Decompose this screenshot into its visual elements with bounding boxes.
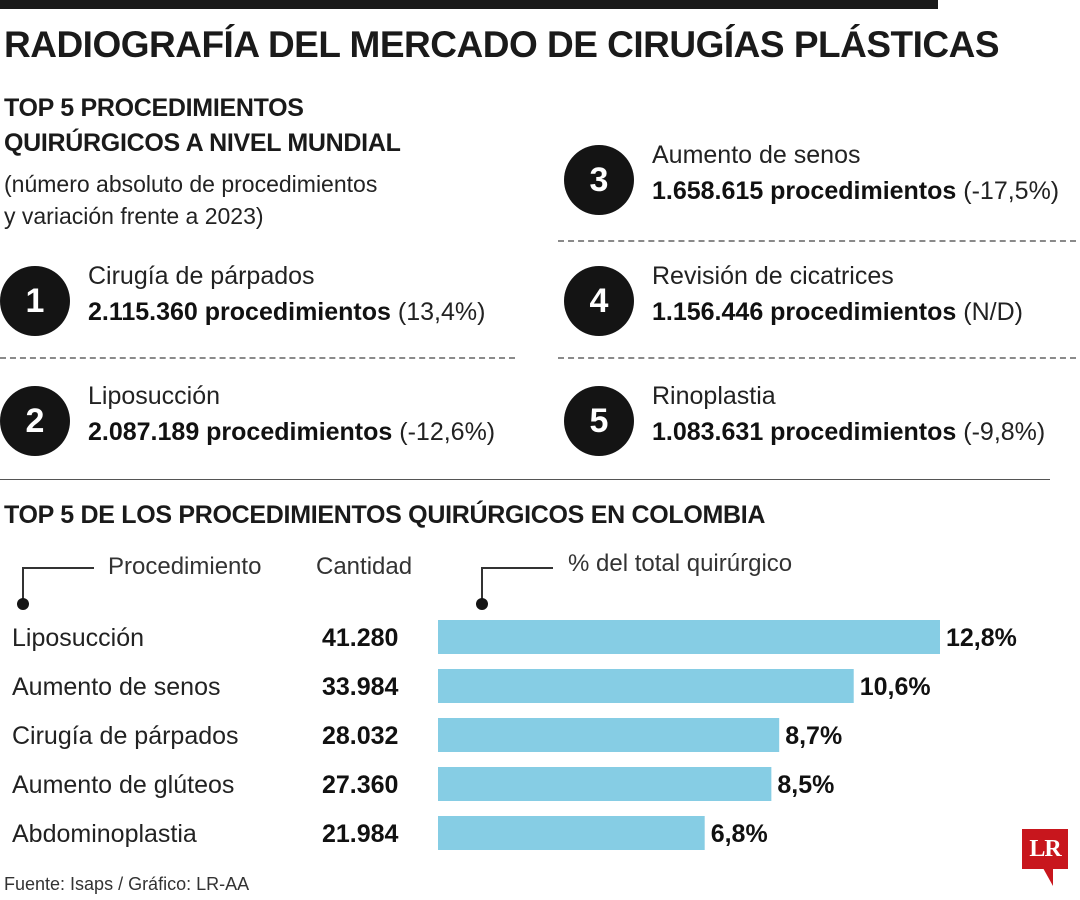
procedure-name: Aumento de senos bbox=[652, 141, 861, 169]
procedure-count: 1.658.615 procedimientos bbox=[652, 177, 957, 205]
procedure-name: Revisión de cicatrices bbox=[652, 262, 894, 290]
divider bbox=[0, 357, 515, 359]
value-label: 12,8% bbox=[946, 624, 1017, 652]
world-note: (número absoluto de procedimientos y var… bbox=[4, 168, 377, 232]
procedure-value: 1.156.446 procedimientos (N/D) bbox=[652, 298, 1023, 327]
procedure-value: 1.658.615 procedimientos (-17,5%) bbox=[652, 177, 1059, 206]
procedure-name: Rinoplastia bbox=[652, 382, 776, 410]
world-note-line1: (número absoluto de procedimientos bbox=[4, 171, 378, 197]
colombia-title: TOP 5 DE LOS PROCEDIMIENTOS QUIRÚRGICOS … bbox=[4, 501, 766, 529]
header-quantity: Cantidad bbox=[316, 553, 413, 580]
procedure-change: (-12,6%) bbox=[399, 418, 496, 446]
bar bbox=[438, 669, 854, 703]
value-label: 6,8% bbox=[711, 820, 768, 848]
procedure-bracket-horizontal bbox=[22, 567, 94, 569]
rank-badge: 4 bbox=[564, 266, 634, 336]
value-label: 8,5% bbox=[777, 771, 834, 799]
header-percent: % del total quirúrgico bbox=[568, 550, 793, 577]
procedure-change: (-17,5%) bbox=[963, 177, 1060, 205]
divider bbox=[558, 240, 1076, 242]
lr-logo: LR bbox=[1022, 829, 1068, 869]
procedure-value: 2.115.360 procedimientos (13,4%) bbox=[88, 298, 485, 327]
rank-badge: 5 bbox=[564, 386, 634, 456]
procedure-bracket-dot bbox=[17, 598, 29, 610]
percent-bracket-vertical bbox=[481, 567, 483, 603]
procedure-bracket-vertical bbox=[22, 567, 24, 603]
rank-badge: 1 bbox=[0, 266, 70, 336]
quantity-label: 41.280 bbox=[322, 624, 398, 652]
lr-logo-tail bbox=[1043, 868, 1053, 886]
world-note-line2: y variación frente a 2023) bbox=[4, 203, 264, 229]
rank-badge: 2 bbox=[0, 386, 70, 456]
category-label: Aumento de glúteos bbox=[12, 771, 234, 799]
procedure-name: Cirugía de párpados bbox=[88, 262, 315, 290]
value-label: 8,7% bbox=[785, 722, 842, 750]
procedure-value: 1.083.631 procedimientos (-9,8%) bbox=[652, 418, 1045, 447]
procedure-change: (13,4%) bbox=[397, 298, 486, 326]
category-label: Aumento de senos bbox=[12, 673, 220, 701]
value-label: 10,6% bbox=[860, 673, 931, 701]
quantity-label: 33.984 bbox=[322, 673, 399, 701]
procedure-count: 2.087.189 procedimientos bbox=[88, 418, 393, 446]
bar bbox=[438, 620, 940, 654]
percent-bracket-horizontal bbox=[481, 567, 553, 569]
world-subtitle-line1: TOP 5 PROCEDIMIENTOS bbox=[4, 94, 304, 122]
procedure-count: 2.115.360 procedimientos bbox=[88, 298, 391, 326]
section-rule bbox=[0, 479, 1050, 480]
divider bbox=[558, 357, 1076, 359]
category-label: Liposucción bbox=[12, 624, 144, 652]
quantity-label: 27.360 bbox=[322, 771, 398, 799]
bar bbox=[438, 767, 772, 801]
procedure-value: 2.087.189 procedimientos (-12,6%) bbox=[88, 418, 495, 447]
quantity-label: 28.032 bbox=[322, 722, 398, 750]
category-label: Cirugía de párpados bbox=[12, 722, 239, 750]
procedure-count: 1.156.446 procedimientos bbox=[652, 298, 957, 326]
category-label: Abdominoplastia bbox=[12, 820, 197, 848]
world-subtitle-line2: QUIRÚRGICOS A NIVEL MUNDIAL bbox=[4, 129, 401, 157]
top-bar bbox=[0, 0, 938, 9]
colombia-bar-chart: Liposucción 41.280 12,8% Aumento de senos 33… bbox=[12, 620, 1017, 850]
procedure-change: (-9,8%) bbox=[963, 418, 1046, 446]
page-title: RADIOGRAFÍA DEL MERCADO DE CIRUGÍAS PLÁS… bbox=[4, 24, 1000, 65]
bar bbox=[438, 816, 705, 850]
header-procedure: Procedimiento bbox=[108, 553, 262, 580]
quantity-label: 21.984 bbox=[322, 820, 399, 848]
bar bbox=[438, 718, 780, 752]
rank-badge: 3 bbox=[564, 145, 634, 215]
procedure-name: Liposucción bbox=[88, 382, 221, 410]
source-note: Fuente: Isaps / Gráfico: LR-AA bbox=[4, 874, 250, 894]
procedure-count: 1.083.631 procedimientos bbox=[652, 418, 957, 446]
percent-bracket-dot bbox=[476, 598, 488, 610]
procedure-change: (N/D) bbox=[963, 298, 1023, 326]
